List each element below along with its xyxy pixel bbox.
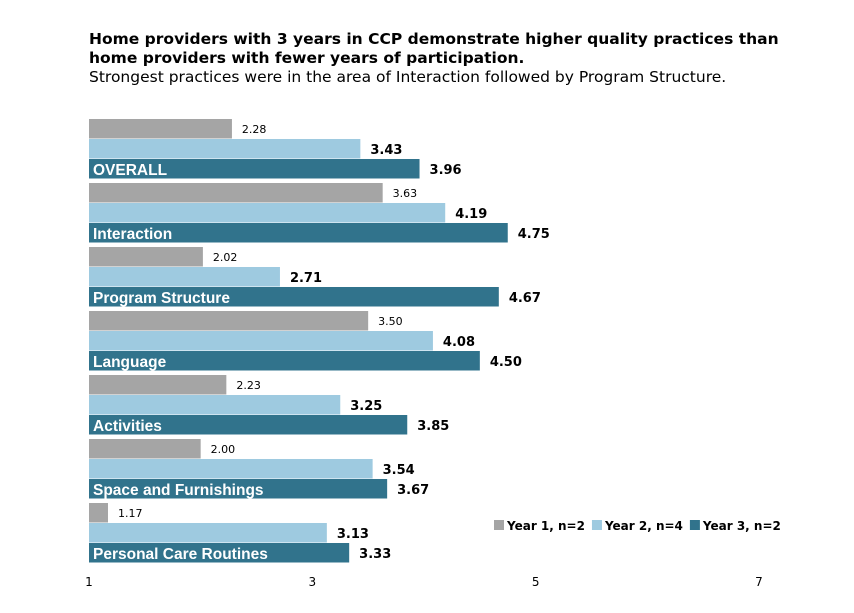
- legend-label: Year 1, n=2: [506, 519, 585, 533]
- data-label: 2.28: [242, 123, 267, 136]
- data-label: 1.17: [118, 507, 143, 520]
- bar: [89, 247, 203, 267]
- chart-subtitle: Strongest practices were in the area of …: [89, 68, 727, 86]
- bar: [89, 351, 480, 371]
- category-label: Space and Furnishings: [93, 482, 264, 499]
- data-label: 3.13: [337, 527, 369, 542]
- data-label: 3.63: [393, 187, 418, 200]
- data-label: 4.08: [443, 335, 475, 350]
- data-label: 4.50: [490, 355, 522, 370]
- bar: [89, 523, 327, 543]
- bar: [89, 119, 232, 139]
- data-label: 2.71: [290, 271, 322, 286]
- legend-swatch: [494, 520, 504, 530]
- bar: [89, 543, 350, 563]
- bar: [89, 415, 408, 435]
- category-label: Activities: [93, 418, 162, 435]
- category-label: Interaction: [93, 226, 172, 243]
- bar: [89, 395, 341, 415]
- bar: [89, 331, 433, 351]
- chart-title: Home providers with 3 years in CCP demon…: [89, 30, 779, 67]
- data-label: 4.75: [518, 227, 550, 242]
- data-label: 3.67: [397, 483, 429, 498]
- bar: [89, 183, 383, 203]
- x-tick-label: 1: [85, 575, 93, 589]
- category-label: Personal Care Routines: [93, 546, 268, 563]
- legend-label: Year 3, n=2: [702, 519, 781, 533]
- data-label: 2.23: [236, 379, 261, 392]
- category-label: Program Structure: [93, 290, 230, 307]
- bar: [89, 503, 108, 523]
- bar: [89, 223, 508, 243]
- data-label: 2.00: [211, 443, 236, 456]
- bar: [89, 267, 280, 287]
- bar: [89, 287, 499, 307]
- data-label: 2.02: [213, 251, 238, 264]
- x-tick-label: 5: [532, 575, 540, 589]
- category-label: OVERALL: [93, 162, 167, 179]
- bar: [89, 139, 361, 159]
- data-label: 3.85: [417, 419, 449, 434]
- x-tick-label: 7: [755, 575, 763, 589]
- data-label: 3.96: [430, 163, 462, 178]
- data-label: 3.25: [350, 399, 382, 414]
- data-label: 3.50: [378, 315, 403, 328]
- data-label: 4.19: [455, 207, 487, 222]
- bar: [89, 479, 388, 499]
- data-label: 3.33: [359, 547, 391, 562]
- bar: [89, 439, 201, 459]
- category-label: Language: [93, 354, 167, 371]
- bar: [89, 375, 227, 395]
- bar: [89, 459, 373, 479]
- bar: [89, 203, 446, 223]
- x-tick-label: 3: [309, 575, 317, 589]
- legend-swatch: [689, 520, 700, 530]
- data-label: 3.54: [383, 463, 415, 478]
- legend-swatch: [591, 520, 602, 530]
- data-label: 3.43: [370, 143, 402, 158]
- bar: [89, 159, 420, 179]
- legend-label: Year 2, n=4: [604, 519, 683, 533]
- bar: [89, 311, 369, 331]
- data-label: 4.67: [509, 291, 541, 306]
